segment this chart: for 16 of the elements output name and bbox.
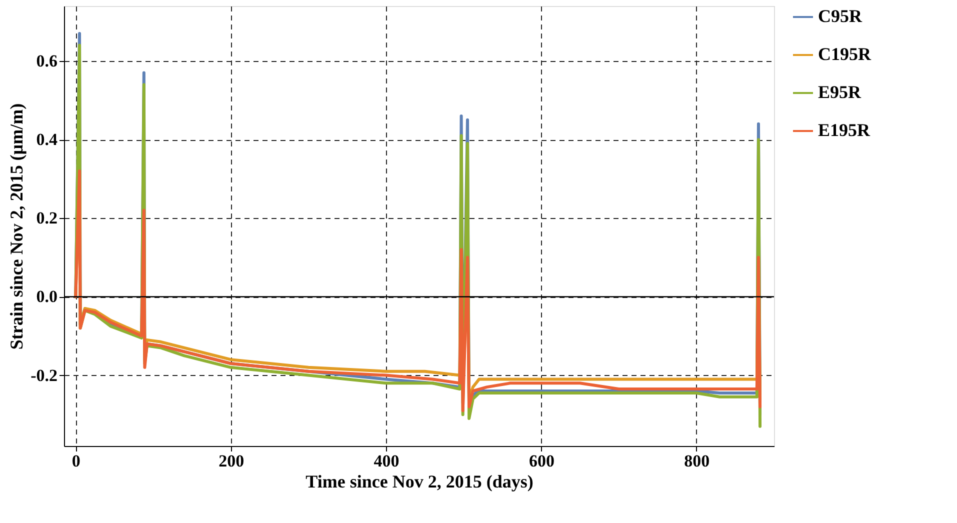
y-tick-label: 0.6 bbox=[36, 52, 58, 70]
x-tick-label: 800 bbox=[684, 452, 710, 470]
y-tick-label: 0.0 bbox=[36, 287, 58, 306]
x-tick-label: 200 bbox=[218, 452, 244, 470]
legend-label: C95R bbox=[818, 6, 863, 26]
legend-label: E195R bbox=[818, 120, 872, 140]
y-tick-label: 0.2 bbox=[36, 208, 58, 228]
x-axis-title: Time since Nov 2, 2015 (days) bbox=[306, 472, 534, 492]
legend-label: C195R bbox=[818, 44, 872, 64]
x-tick-label: 600 bbox=[528, 452, 554, 470]
x-tick-label: 0 bbox=[72, 452, 80, 470]
x-tick-label: 400 bbox=[374, 452, 400, 470]
y-axis-title: Strain since Nov 2, 2015 (μm/m) bbox=[6, 103, 27, 350]
y-tick-label: -0.2 bbox=[30, 366, 58, 385]
y-tick-label: 0.4 bbox=[36, 130, 58, 150]
legend-label: E95R bbox=[818, 82, 862, 102]
